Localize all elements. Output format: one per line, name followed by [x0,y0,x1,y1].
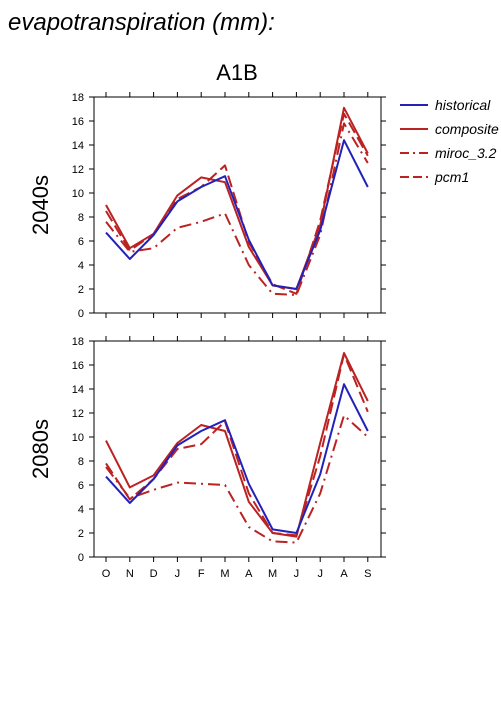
y-tick-label: 10 [72,432,84,444]
series-line-composite [105,352,369,538]
series-line-composite [105,106,369,290]
legend-item-composite: composite [400,121,499,137]
x-tick-label: O [102,568,111,580]
x-tick-label: M [220,568,229,580]
y-tick-label: 12 [72,164,84,176]
x-tick-label: S [364,568,371,580]
panel-2040s: 0 2 4 6 8 10 12 14 16 18 2040s [28,92,386,320]
y-tick-label: 4 [78,504,84,516]
plot-frame [93,340,382,558]
plot-frame [93,96,382,314]
legend-label: miroc_3.2 [435,145,497,161]
y-tick-label: 14 [72,384,84,396]
y-tick-label: 2 [78,284,84,296]
y-tick-label: 10 [72,188,84,200]
x-tick-label: D [150,568,158,580]
x-tick-label: F [198,568,205,580]
y-tick-label: 2 [78,528,84,540]
y-tick-label: 6 [78,236,84,248]
y-tick-label: 0 [78,552,84,564]
y-tick-label: 4 [78,260,84,272]
x-tick-label: M [268,568,277,580]
y-tick-label: 0 [78,308,84,320]
x-tick-label: N [126,568,134,580]
legend-item-pcm1: pcm1 [400,169,469,185]
x-tick-label: J [294,568,300,580]
series-line-historical [105,383,369,534]
y-tick-label: 14 [72,140,84,152]
x-tick-label: A [245,568,253,580]
y-tick-label: 12 [72,408,84,420]
y-tick-label: 16 [72,360,84,372]
series-line-miroc_3.2 [105,414,369,544]
x-tick-label: J [175,568,181,580]
panels: 0 2 4 6 8 10 12 14 16 18 2040s 0 2 4 6 8 10 12 14 16 18 O N D J F… [28,92,386,580]
y-tick-label: 8 [78,456,84,468]
y-tick-label: 16 [72,116,84,128]
legend-label: historical [435,97,491,113]
legend-item-miroc_3.2: miroc_3.2 [400,145,497,161]
series-line-pcm1 [105,112,369,295]
legend-label: composite [435,121,499,137]
chart-title: A1B [216,60,258,85]
y-tick-label: 6 [78,480,84,492]
y-tick-label: 8 [78,212,84,224]
series-line-historical [105,139,369,290]
x-tick-label: J [317,568,323,580]
legend-item-historical: historical [400,97,491,113]
row-label-2080s: 2080s [28,419,53,479]
y-tick-label: 18 [72,92,84,104]
legend-label: pcm1 [434,169,469,185]
y-tick-label: 18 [72,336,84,348]
row-label-2040s: 2040s [28,175,53,235]
x-tick-label: A [340,568,348,580]
panel-2080s: 0 2 4 6 8 10 12 14 16 18 O N D J F M A M J J A S 2080s [28,336,386,580]
chart-heading: evapotranspiration (mm): [8,9,275,36]
legend: historical composite miroc_3.2 pcm1 [400,97,499,185]
